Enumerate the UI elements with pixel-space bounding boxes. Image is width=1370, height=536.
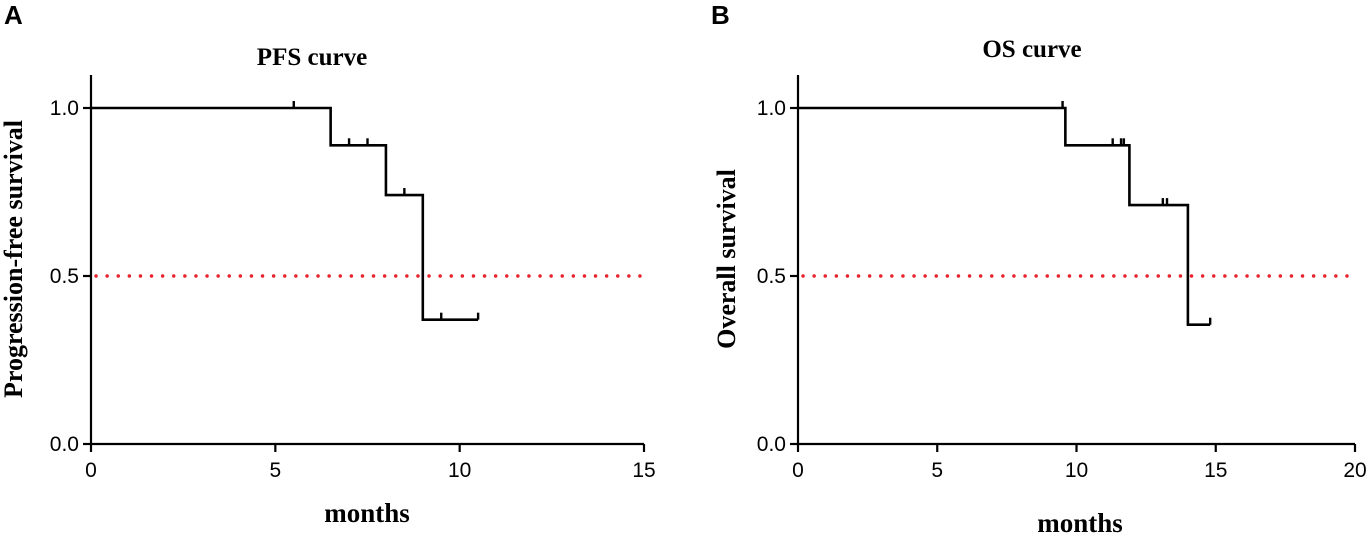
panel-b-x-tick-label: 15 xyxy=(1204,459,1227,482)
panel-b-ylabel: Overall survival xyxy=(712,169,741,349)
panel-a-ylabel: Progression-free survival xyxy=(0,120,28,398)
panel-a-plot: 0.0 0.5 1.0 0 5 10 15 xyxy=(50,75,656,482)
panel-b-x-tick-label: 5 xyxy=(931,459,943,482)
panel-a-title: PFS curve xyxy=(257,44,367,71)
panel-a-x-tick-label: 10 xyxy=(448,459,471,482)
panel-b-y-tick-label: 0.5 xyxy=(757,265,786,288)
panel-b: B OS curve Overall survival months 0.00.… xyxy=(711,0,1367,536)
panel-b-letter: B xyxy=(711,0,730,30)
panel-a-y-tick-label: 0.5 xyxy=(50,265,79,288)
panel-a-x-tick-label: 0 xyxy=(85,459,97,482)
panel-a: A PFS curve Progression-free survival mo… xyxy=(0,0,656,528)
panel-b-x-tick-label: 10 xyxy=(1065,459,1088,482)
panel-a-y-tick-label: 0.0 xyxy=(50,433,79,456)
panel-b-plot: 0.0 0.5 1.0 0 5 10 15 20 xyxy=(757,75,1367,482)
panel-a-x-tick-label: 5 xyxy=(269,459,281,482)
panel-b-y-tick-label: 0.0 xyxy=(757,433,786,456)
panel-b-title: OS curve xyxy=(982,36,1081,63)
panel-a-letter: A xyxy=(4,0,23,30)
panel-a-xlabel: months xyxy=(324,498,410,528)
panel-a-y-tick-label: 1.0 xyxy=(50,97,79,120)
panel-b-y-tick-label: 1.0 xyxy=(757,97,786,120)
panel-b-xlabel: months xyxy=(1037,508,1123,536)
panel-a-survival-curve xyxy=(91,106,479,321)
panel-b-survival-curve xyxy=(798,106,1211,327)
panel-a-x-tick-label: 15 xyxy=(632,459,655,482)
panel-b-x-tick-label: 0 xyxy=(792,459,804,482)
panel-b-x-tick-label: 20 xyxy=(1343,459,1366,482)
